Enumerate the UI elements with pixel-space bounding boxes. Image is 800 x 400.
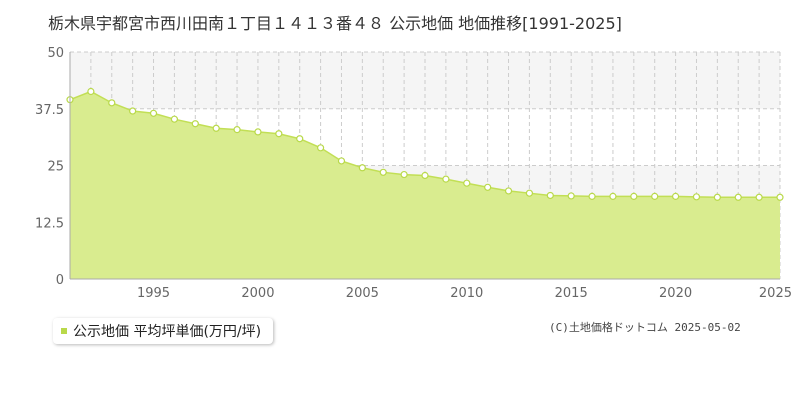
data-point: [609, 192, 617, 200]
area-series: [70, 91, 780, 279]
y-tick-label: 37.5: [35, 103, 64, 118]
data-point: [233, 126, 241, 134]
x-tick-label: 2020: [659, 286, 692, 301]
data-point: [442, 175, 450, 183]
data-point: [358, 164, 366, 172]
legend: 公示地価 平均坪単価(万円/坪): [53, 318, 274, 344]
y-tick-label: 25: [47, 160, 64, 175]
data-point: [400, 170, 408, 179]
data-point: [275, 130, 283, 138]
data-point: [776, 193, 784, 201]
data-point: [630, 192, 638, 200]
data-point: [525, 189, 534, 197]
legend-swatch: [61, 328, 67, 334]
data-point: [296, 135, 304, 143]
y-tick-labels: 0 12.5 25 37.5 50: [35, 46, 64, 288]
data-point: [421, 171, 429, 180]
data-points: [66, 87, 784, 201]
x-tick-label: 2010: [450, 286, 483, 301]
data-point: [755, 193, 763, 201]
data-point: [149, 109, 158, 117]
data-point: [651, 192, 659, 200]
x-tick-label: 2000: [241, 286, 274, 301]
data-point: [87, 87, 95, 96]
data-point: [484, 183, 492, 191]
data-point: [170, 115, 179, 123]
data-point: [316, 144, 325, 152]
data-point: [129, 107, 137, 115]
x-tick-label: 2005: [346, 286, 379, 301]
data-point: [713, 193, 721, 201]
chart-title: 栃木県宇都宮市西川田南１丁目１４１３番４８ 公示地価 地価推移[1991-202…: [48, 14, 622, 33]
data-point: [588, 192, 596, 200]
data-point: [108, 99, 116, 107]
y-tick-label: 50: [47, 46, 64, 61]
data-point: [254, 128, 262, 136]
legend-label: 公示地価 平均坪単価(万円/坪): [73, 324, 262, 340]
data-point: [546, 191, 554, 200]
credit-text: (C)土地価格ドットコム 2025-05-02: [549, 321, 741, 334]
data-point: [463, 179, 471, 187]
y-tick-label: 12.5: [35, 216, 64, 231]
data-point: [567, 192, 575, 200]
data-point: [379, 168, 387, 176]
x-tick-label: 1995: [137, 286, 170, 301]
x-tick-labels: 1995 2000 2005 2010 2015 2020 2025: [137, 286, 792, 301]
data-point: [692, 193, 701, 201]
data-point: [212, 124, 220, 132]
data-point: [671, 192, 680, 200]
data-point: [504, 187, 513, 195]
data-point: [337, 157, 346, 165]
data-point: [734, 193, 742, 201]
x-tick-label: 2015: [555, 286, 588, 301]
data-point: [191, 120, 199, 128]
y-tick-label: 0: [56, 273, 64, 288]
x-tick-label: 2025: [759, 286, 792, 301]
